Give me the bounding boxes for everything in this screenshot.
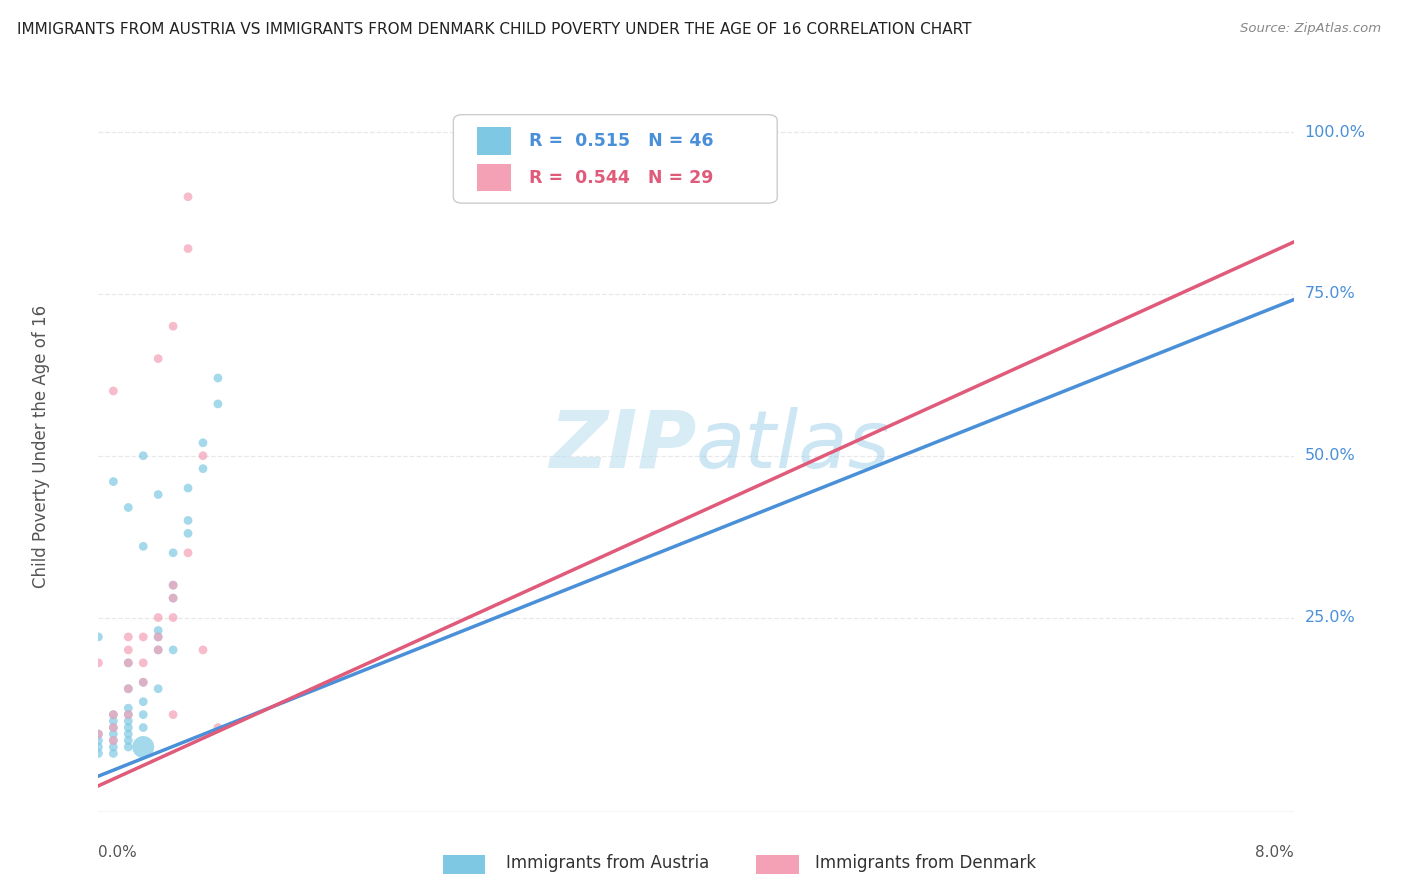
Text: 25.0%: 25.0% bbox=[1305, 610, 1355, 625]
Point bbox=[87, 630, 110, 644]
Point bbox=[177, 190, 200, 204]
Point bbox=[162, 643, 184, 657]
Point bbox=[103, 727, 125, 741]
Text: R =  0.544   N = 29: R = 0.544 N = 29 bbox=[529, 169, 713, 186]
Point bbox=[162, 610, 184, 624]
Point bbox=[162, 707, 184, 722]
Point bbox=[148, 643, 170, 657]
Bar bbox=[477, 163, 510, 192]
Point bbox=[132, 739, 155, 754]
Bar bbox=[477, 127, 510, 155]
Point bbox=[103, 739, 125, 754]
Point bbox=[162, 546, 184, 560]
Text: ZIP: ZIP bbox=[548, 407, 696, 485]
Point bbox=[207, 371, 229, 385]
Text: 0.0%: 0.0% bbox=[98, 845, 138, 860]
Point bbox=[162, 578, 184, 592]
Point bbox=[148, 643, 170, 657]
Point bbox=[162, 319, 184, 334]
Point bbox=[132, 695, 155, 709]
Point bbox=[117, 656, 139, 670]
Point bbox=[103, 747, 125, 761]
Point bbox=[148, 487, 170, 501]
Point bbox=[148, 630, 170, 644]
FancyBboxPatch shape bbox=[453, 115, 778, 203]
Point bbox=[117, 707, 139, 722]
Text: 75.0%: 75.0% bbox=[1305, 286, 1355, 301]
Point bbox=[177, 481, 200, 495]
Point bbox=[191, 449, 214, 463]
Point bbox=[103, 707, 125, 722]
Point bbox=[117, 681, 139, 696]
Point bbox=[191, 435, 214, 450]
Point bbox=[117, 681, 139, 696]
Point bbox=[177, 513, 200, 527]
Text: R =  0.515   N = 46: R = 0.515 N = 46 bbox=[529, 132, 713, 150]
Point bbox=[87, 727, 110, 741]
Point bbox=[148, 624, 170, 638]
Point bbox=[132, 675, 155, 690]
Point bbox=[191, 643, 214, 657]
Point bbox=[132, 449, 155, 463]
Point bbox=[132, 675, 155, 690]
Point bbox=[117, 727, 139, 741]
Point bbox=[117, 500, 139, 515]
Point bbox=[87, 739, 110, 754]
Point bbox=[87, 747, 110, 761]
Point bbox=[117, 707, 139, 722]
Point bbox=[148, 351, 170, 366]
Text: 100.0%: 100.0% bbox=[1305, 125, 1365, 139]
Point bbox=[103, 714, 125, 728]
Point bbox=[117, 739, 139, 754]
Point bbox=[132, 707, 155, 722]
Point bbox=[162, 591, 184, 606]
Point bbox=[132, 656, 155, 670]
Text: Source: ZipAtlas.com: Source: ZipAtlas.com bbox=[1240, 22, 1381, 36]
Point bbox=[162, 578, 184, 592]
Point bbox=[132, 630, 155, 644]
Point bbox=[103, 721, 125, 735]
Point bbox=[117, 643, 139, 657]
Point bbox=[117, 714, 139, 728]
Point bbox=[117, 630, 139, 644]
Point bbox=[191, 461, 214, 475]
Text: 8.0%: 8.0% bbox=[1254, 845, 1294, 860]
Text: Immigrants from Austria: Immigrants from Austria bbox=[506, 855, 710, 872]
Text: Immigrants from Denmark: Immigrants from Denmark bbox=[815, 855, 1036, 872]
Point bbox=[103, 721, 125, 735]
Point bbox=[103, 475, 125, 489]
Point bbox=[148, 630, 170, 644]
Point bbox=[87, 733, 110, 747]
Point bbox=[103, 733, 125, 747]
Point bbox=[177, 242, 200, 256]
Point bbox=[103, 733, 125, 747]
Point bbox=[117, 701, 139, 715]
Text: atlas: atlas bbox=[696, 407, 891, 485]
Point bbox=[148, 610, 170, 624]
Point bbox=[177, 546, 200, 560]
Text: Child Poverty Under the Age of 16: Child Poverty Under the Age of 16 bbox=[32, 304, 51, 588]
Point bbox=[103, 384, 125, 398]
Point bbox=[103, 707, 125, 722]
Point bbox=[207, 721, 229, 735]
Point bbox=[117, 721, 139, 735]
Point bbox=[207, 397, 229, 411]
Point bbox=[87, 656, 110, 670]
Point bbox=[87, 727, 110, 741]
Point bbox=[177, 526, 200, 541]
Point bbox=[132, 539, 155, 553]
Point bbox=[132, 721, 155, 735]
Point bbox=[148, 681, 170, 696]
Point bbox=[117, 733, 139, 747]
Point bbox=[117, 656, 139, 670]
Text: IMMIGRANTS FROM AUSTRIA VS IMMIGRANTS FROM DENMARK CHILD POVERTY UNDER THE AGE O: IMMIGRANTS FROM AUSTRIA VS IMMIGRANTS FR… bbox=[17, 22, 972, 37]
Point bbox=[162, 591, 184, 606]
Text: 50.0%: 50.0% bbox=[1305, 448, 1355, 463]
